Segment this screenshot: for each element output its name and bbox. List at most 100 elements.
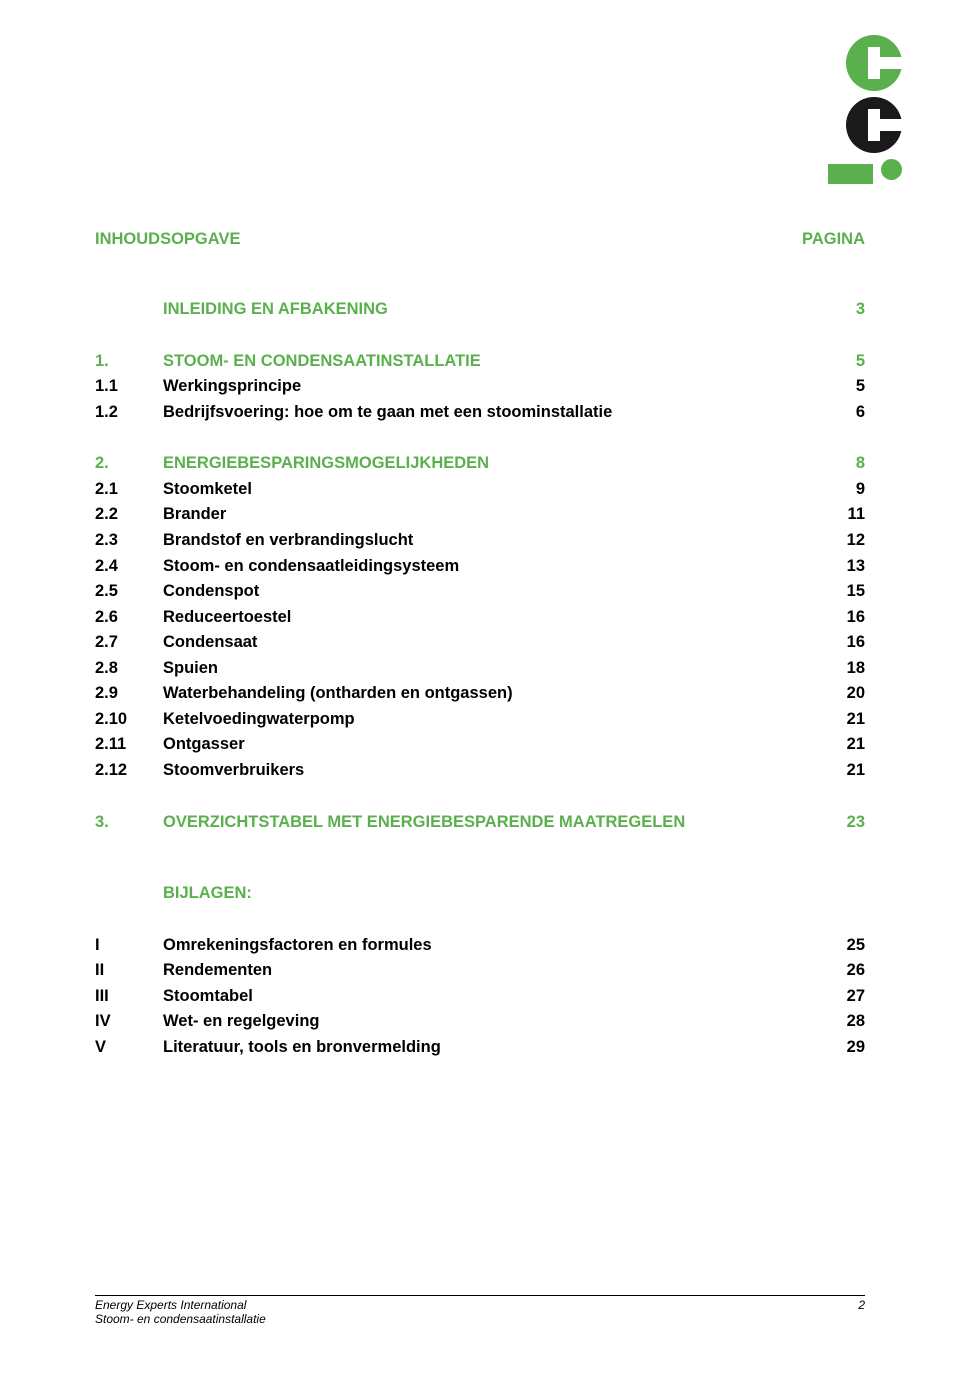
logo-i-icon bbox=[828, 159, 902, 184]
toc-row-title: INLEIDING EN AFBAKENING bbox=[163, 297, 815, 323]
toc-row-title: Wet- en regelgeving bbox=[163, 1009, 815, 1035]
toc-row-number: 2. bbox=[95, 451, 163, 477]
toc-row: IIRendementen26 bbox=[95, 958, 865, 984]
toc-row: VLiteratuur, tools en bronvermelding29 bbox=[95, 1035, 865, 1061]
toc-row-page: 23 bbox=[815, 810, 865, 836]
toc-row-page: 13 bbox=[815, 554, 865, 580]
toc-row-number: 2.12 bbox=[95, 758, 163, 784]
footer-page-number: 2 bbox=[858, 1298, 865, 1312]
toc-row-page: 6 bbox=[815, 400, 865, 426]
toc-row-page: 15 bbox=[815, 579, 865, 605]
toc-row: 2.12Stoomverbruikers21 bbox=[95, 758, 865, 784]
toc-row-title: Stoomverbruikers bbox=[163, 758, 815, 784]
toc-row-number: 2.10 bbox=[95, 707, 163, 733]
toc-row-page: 21 bbox=[815, 707, 865, 733]
toc-row-page: 27 bbox=[815, 984, 865, 1010]
toc-row: 2.1Stoomketel9 bbox=[95, 477, 865, 503]
toc-row-title: Bedrijfsvoering: hoe om te gaan met een … bbox=[163, 400, 815, 426]
toc-header: INHOUDSOPGAVE PAGINA bbox=[95, 230, 865, 249]
page-footer: Energy Experts International 2 Stoom- en… bbox=[95, 1295, 865, 1326]
toc-row-number: 1. bbox=[95, 349, 163, 375]
toc-row: 2.3Brandstof en verbrandingslucht12 bbox=[95, 528, 865, 554]
toc-row-page: 5 bbox=[815, 374, 865, 400]
toc-row-number: 2.11 bbox=[95, 732, 163, 758]
logo-e-black-icon bbox=[846, 97, 902, 153]
footer-subtitle: Stoom- en condensaatinstallatie bbox=[95, 1312, 865, 1326]
toc-row-number: 1.1 bbox=[95, 374, 163, 400]
toc-row-number: 2.3 bbox=[95, 528, 163, 554]
toc-row: BIJLAGEN: bbox=[95, 881, 865, 907]
toc-row-page: 16 bbox=[815, 605, 865, 631]
toc-row-title: Werkingsprincipe bbox=[163, 374, 815, 400]
toc-row-page: 28 bbox=[815, 1009, 865, 1035]
toc-row-page: 25 bbox=[815, 933, 865, 959]
toc-row-number: 2.6 bbox=[95, 605, 163, 631]
toc-row-number: 3. bbox=[95, 810, 163, 836]
toc-row-page: 18 bbox=[815, 656, 865, 682]
toc-row-page: 16 bbox=[815, 630, 865, 656]
toc-row-title: Stoomketel bbox=[163, 477, 815, 503]
toc-row: 2.2Brander11 bbox=[95, 502, 865, 528]
toc-row: IVWet- en regelgeving28 bbox=[95, 1009, 865, 1035]
toc-row: 2.6Reduceertoestel16 bbox=[95, 605, 865, 631]
toc-row: 2.10Ketelvoedingwaterpomp21 bbox=[95, 707, 865, 733]
toc-row-number: 2.5 bbox=[95, 579, 163, 605]
toc-row: 2.8Spuien18 bbox=[95, 656, 865, 682]
toc-row-title: Ketelvoedingwaterpomp bbox=[163, 707, 815, 733]
toc-header-title: INHOUDSOPGAVE bbox=[95, 230, 240, 249]
toc-row-number: V bbox=[95, 1035, 163, 1061]
toc-row-page: 26 bbox=[815, 958, 865, 984]
toc-row-number: 2.7 bbox=[95, 630, 163, 656]
toc-row-number: 2.2 bbox=[95, 502, 163, 528]
toc-row-title: Brandstof en verbrandingslucht bbox=[163, 528, 815, 554]
toc-row-title: ENERGIEBESPARINGSMOGELIJKHEDEN bbox=[163, 451, 815, 477]
toc-spacer bbox=[95, 323, 865, 349]
toc-row-title: BIJLAGEN: bbox=[163, 881, 815, 907]
toc-row-title: Stoom- en condensaatleidingsysteem bbox=[163, 554, 815, 580]
toc-row: 2.9Waterbehandeling (ontharden en ontgas… bbox=[95, 681, 865, 707]
footer-company: Energy Experts International bbox=[95, 1298, 246, 1312]
toc-row-page: 8 bbox=[815, 451, 865, 477]
toc-spacer bbox=[95, 907, 865, 933]
toc-row-title: Condenspot bbox=[163, 579, 815, 605]
logo bbox=[828, 35, 902, 184]
toc-spacer bbox=[95, 835, 865, 881]
toc-row-number: II bbox=[95, 958, 163, 984]
footer-divider bbox=[95, 1295, 865, 1296]
toc-row: 2.11Ontgasser21 bbox=[95, 732, 865, 758]
toc-row-title: Condensaat bbox=[163, 630, 815, 656]
toc-row-page: 3 bbox=[815, 297, 865, 323]
logo-e-green-icon bbox=[846, 35, 902, 91]
toc-row: IIIStoomtabel27 bbox=[95, 984, 865, 1010]
toc-row-number bbox=[95, 297, 163, 323]
toc-row-title: Waterbehandeling (ontharden en ontgassen… bbox=[163, 681, 815, 707]
toc-row-title: Stoomtabel bbox=[163, 984, 815, 1010]
toc-row-title: Spuien bbox=[163, 656, 815, 682]
toc-row-number: 2.8 bbox=[95, 656, 163, 682]
toc-row-page: 21 bbox=[815, 732, 865, 758]
toc-row-page: 11 bbox=[815, 502, 865, 528]
toc-row: 2.5Condenspot15 bbox=[95, 579, 865, 605]
toc-spacer bbox=[95, 784, 865, 810]
toc-row-number: 2.1 bbox=[95, 477, 163, 503]
table-of-contents: INLEIDING EN AFBAKENING3 1.STOOM- EN COND… bbox=[95, 297, 865, 1061]
toc-row: 1.1Werkingsprincipe5 bbox=[95, 374, 865, 400]
toc-row-page: 21 bbox=[815, 758, 865, 784]
toc-row: 3.OVERZICHTSTABEL MET ENERGIEBESPARENDE … bbox=[95, 810, 865, 836]
toc-row: 2.ENERGIEBESPARINGSMOGELIJKHEDEN8 bbox=[95, 451, 865, 477]
toc-row: 2.7Condensaat16 bbox=[95, 630, 865, 656]
toc-row: 1.2Bedrijfsvoering: hoe om te gaan met e… bbox=[95, 400, 865, 426]
toc-row-title: Brander bbox=[163, 502, 815, 528]
toc-row-number: 1.2 bbox=[95, 400, 163, 426]
toc-row-page: 20 bbox=[815, 681, 865, 707]
toc-row-number: 2.9 bbox=[95, 681, 163, 707]
toc-row-title: OVERZICHTSTABEL MET ENERGIEBESPARENDE MA… bbox=[163, 810, 815, 836]
toc-row-title: Omrekeningsfactoren en formules bbox=[163, 933, 815, 959]
toc-row-title: Reduceertoestel bbox=[163, 605, 815, 631]
toc-row: 1.STOOM- EN CONDENSAATINSTALLATIE5 bbox=[95, 349, 865, 375]
toc-row-number: I bbox=[95, 933, 163, 959]
toc-row-number bbox=[95, 881, 163, 907]
toc-row-title: Rendementen bbox=[163, 958, 815, 984]
toc-row-page: 12 bbox=[815, 528, 865, 554]
toc-header-page-label: PAGINA bbox=[802, 230, 865, 249]
